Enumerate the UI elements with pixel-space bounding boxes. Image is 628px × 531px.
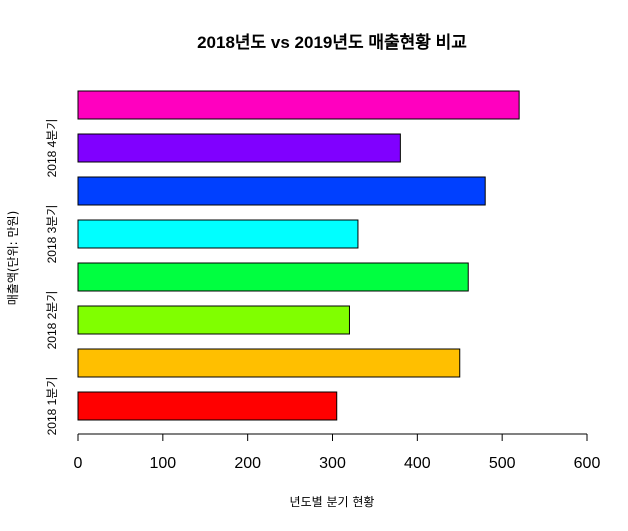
x-tick-label: 400 — [404, 455, 431, 472]
x-tick-label: 100 — [149, 455, 176, 472]
bar-4 — [77, 262, 469, 292]
x-tick-label: 600 — [574, 455, 601, 472]
x-tick-label: 0 — [74, 455, 83, 472]
bar-2 — [77, 348, 461, 378]
bar-1 — [77, 391, 338, 421]
y-category-labels: 2018 1분기 2018 2분기 2018 3분기 2018 4분기 — [45, 119, 59, 436]
y-category-label: 2018 4분기 — [45, 119, 59, 178]
y-category-label: 2018 1분기 — [45, 377, 59, 436]
bar-5 — [77, 219, 359, 249]
bar-6 — [77, 176, 486, 206]
bar-8 — [77, 90, 520, 120]
x-tick-label: 300 — [319, 455, 346, 472]
x-tick-label: 200 — [234, 455, 261, 472]
bar-7 — [77, 133, 401, 163]
y-category-label: 2018 3분기 — [45, 205, 59, 264]
x-axis-label: 년도별 분기 현황 — [290, 495, 375, 509]
x-tick-label: 500 — [489, 455, 516, 472]
bar-3 — [77, 305, 350, 335]
bars-group — [77, 90, 520, 421]
x-axis: 0 100 200 300 400 500 600 — [74, 433, 601, 472]
chart-title: 2018년도 vs 2019년도 매출현황 비교 — [197, 33, 467, 52]
y-axis-label: 매출액(단위: 만원) — [6, 211, 20, 306]
y-category-label: 2018 2분기 — [45, 291, 59, 350]
